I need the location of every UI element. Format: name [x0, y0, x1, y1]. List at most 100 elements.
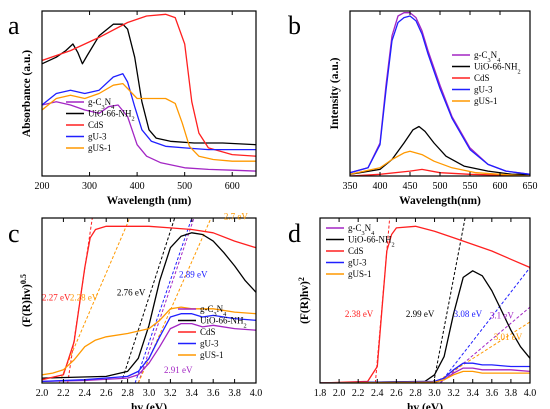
x-axis-label: Wavelength(nm)	[399, 195, 481, 207]
x-tick-label: 2.6	[100, 388, 113, 399]
legend-label: CdS	[348, 246, 364, 256]
tangent-line-4	[137, 218, 195, 383]
x-tick-label: 2.6	[390, 388, 403, 399]
series-line-uio-66-nh2	[42, 23, 256, 146]
x-axis-label: Wavelength (nm)	[107, 195, 192, 207]
legend-label: g-C3N4	[474, 50, 501, 64]
x-tick-label: 350	[343, 181, 358, 192]
series-line-gu-3	[42, 313, 256, 383]
x-tick-label: 400	[373, 181, 388, 192]
bandgap-annotation: 3.01 eV	[494, 332, 523, 342]
panel-letter: a	[8, 11, 20, 40]
x-axis-label: hv (eV)	[407, 402, 443, 409]
x-tick-label: 600	[493, 181, 508, 192]
plot-area	[42, 13, 256, 172]
panel-d: d 1.8 2.0 2.2 2.4 2.6 2.8 3.0 3.2 3.4 3.6 3.8 4.0 hv …	[288, 217, 537, 409]
legend-label: gUS-1	[200, 350, 224, 360]
x-tick-label: 300	[82, 181, 97, 192]
legend-label: g-C3N4	[200, 304, 227, 318]
x-tick-label: 3.2	[164, 388, 177, 399]
x-tick-label: 1.8	[314, 388, 327, 399]
legend-label: gUS-1	[348, 269, 372, 279]
series-line-gu-3	[350, 15, 530, 175]
axes-frame	[41, 10, 257, 177]
y-axis-label: Absorbance (a.u.)	[21, 50, 33, 137]
x-tick-label: 2.8	[121, 388, 134, 399]
series-line-gu-3	[42, 73, 256, 151]
plot-area	[320, 218, 530, 383]
plot-area	[42, 218, 256, 383]
x-tick-label: 3.6	[207, 388, 220, 399]
legend-label: gUS-1	[474, 96, 498, 106]
series-line-cds	[42, 13, 256, 157]
x-tick-label: 3.2	[447, 388, 460, 399]
bandgap-annotation: 2.28 eV	[70, 293, 99, 303]
x-tick-label: 2.8	[409, 388, 422, 399]
panel-c: c 2.0 2.2 2.4 2.6 2.8 3.0 3.2 3.4 3.6 3.8 4.0 hv (eV…	[8, 212, 262, 409]
legend-label: UiO-66-NH2	[348, 235, 395, 249]
x-tick-label: 3.0	[428, 388, 441, 399]
series-line-gus-1	[350, 150, 530, 176]
x-tick-label: 4.0	[524, 388, 537, 399]
bandgap-annotation: 3.08 eV	[454, 309, 483, 319]
x-tick-label: 3.8	[505, 388, 518, 399]
y-axis-label: (F(R)hv)0.5	[19, 274, 34, 327]
legend-label: CdS	[474, 73, 490, 83]
x-tick-label: 2.4	[371, 388, 384, 399]
series-line-gus-1	[42, 82, 256, 162]
axes-frame	[319, 217, 531, 384]
tangent-line-4	[439, 306, 530, 383]
bandgap-annotation: 2.89 eV	[179, 269, 208, 279]
series-line-uio-66-nh2	[320, 270, 530, 383]
x-tick-label: 2.2	[352, 388, 365, 399]
x-tick-label: 2.4	[79, 388, 92, 399]
x-tick-label: 500	[433, 181, 448, 192]
x-tick-label: 550	[463, 181, 478, 192]
legend-label: g-C3N4	[348, 223, 375, 237]
x-tick-label: 200	[35, 181, 50, 192]
series-line-gus-1	[42, 306, 256, 376]
legend-label: g-C3N4	[88, 97, 115, 111]
bandgap-annotation: 3.1 eV	[490, 311, 514, 321]
legend-label: gU-3	[88, 132, 107, 142]
tangent-line-2	[433, 218, 466, 383]
panel-letter: d	[288, 219, 301, 248]
bandgap-annotation: 2.7 eV	[224, 212, 248, 222]
tangent-line-5	[134, 218, 193, 383]
x-tick-label: 4.0	[250, 388, 263, 399]
x-tick-label: 450	[403, 181, 418, 192]
legend-label: gU-3	[200, 339, 219, 349]
legend-label: CdS	[88, 120, 104, 130]
legend-label: gU-3	[348, 258, 367, 268]
x-tick-label: 3.0	[143, 388, 156, 399]
bandgap-annotation: 2.99 eV	[406, 309, 435, 319]
legend-label: CdS	[200, 327, 216, 337]
x-tick-label: 3.8	[228, 388, 241, 399]
panel-letter: c	[8, 219, 20, 248]
x-tick-label: 500	[177, 181, 192, 192]
panel-b: b 350 400 450 500 550 600 650 Wavelength(nm) Inte…	[288, 10, 538, 207]
x-tick-label: 3.6	[486, 388, 499, 399]
tangent-line-5	[434, 321, 530, 383]
tangent-line-3	[439, 267, 530, 383]
x-tick-label: 600	[225, 181, 240, 192]
x-tick-label: 650	[523, 181, 538, 192]
legend-label: gU-3	[474, 85, 493, 95]
series-line-cds	[320, 225, 530, 383]
x-tick-label: 2.0	[36, 388, 49, 399]
x-tick-label: 2.2	[57, 388, 70, 399]
x-tick-label: 400	[130, 181, 145, 192]
series-line-gus-1	[320, 370, 530, 383]
legend-label: gUS-1	[88, 143, 112, 153]
series-line-g-c3n4	[42, 322, 256, 383]
legend-label: UiO-66-NH2	[474, 62, 521, 76]
series-line-uio-66-nh2	[42, 232, 256, 379]
y-axis-label: (F(R)hv)2	[297, 277, 312, 324]
x-axis-label: hv (eV)	[131, 402, 167, 409]
tangent-line-1	[67, 218, 93, 383]
